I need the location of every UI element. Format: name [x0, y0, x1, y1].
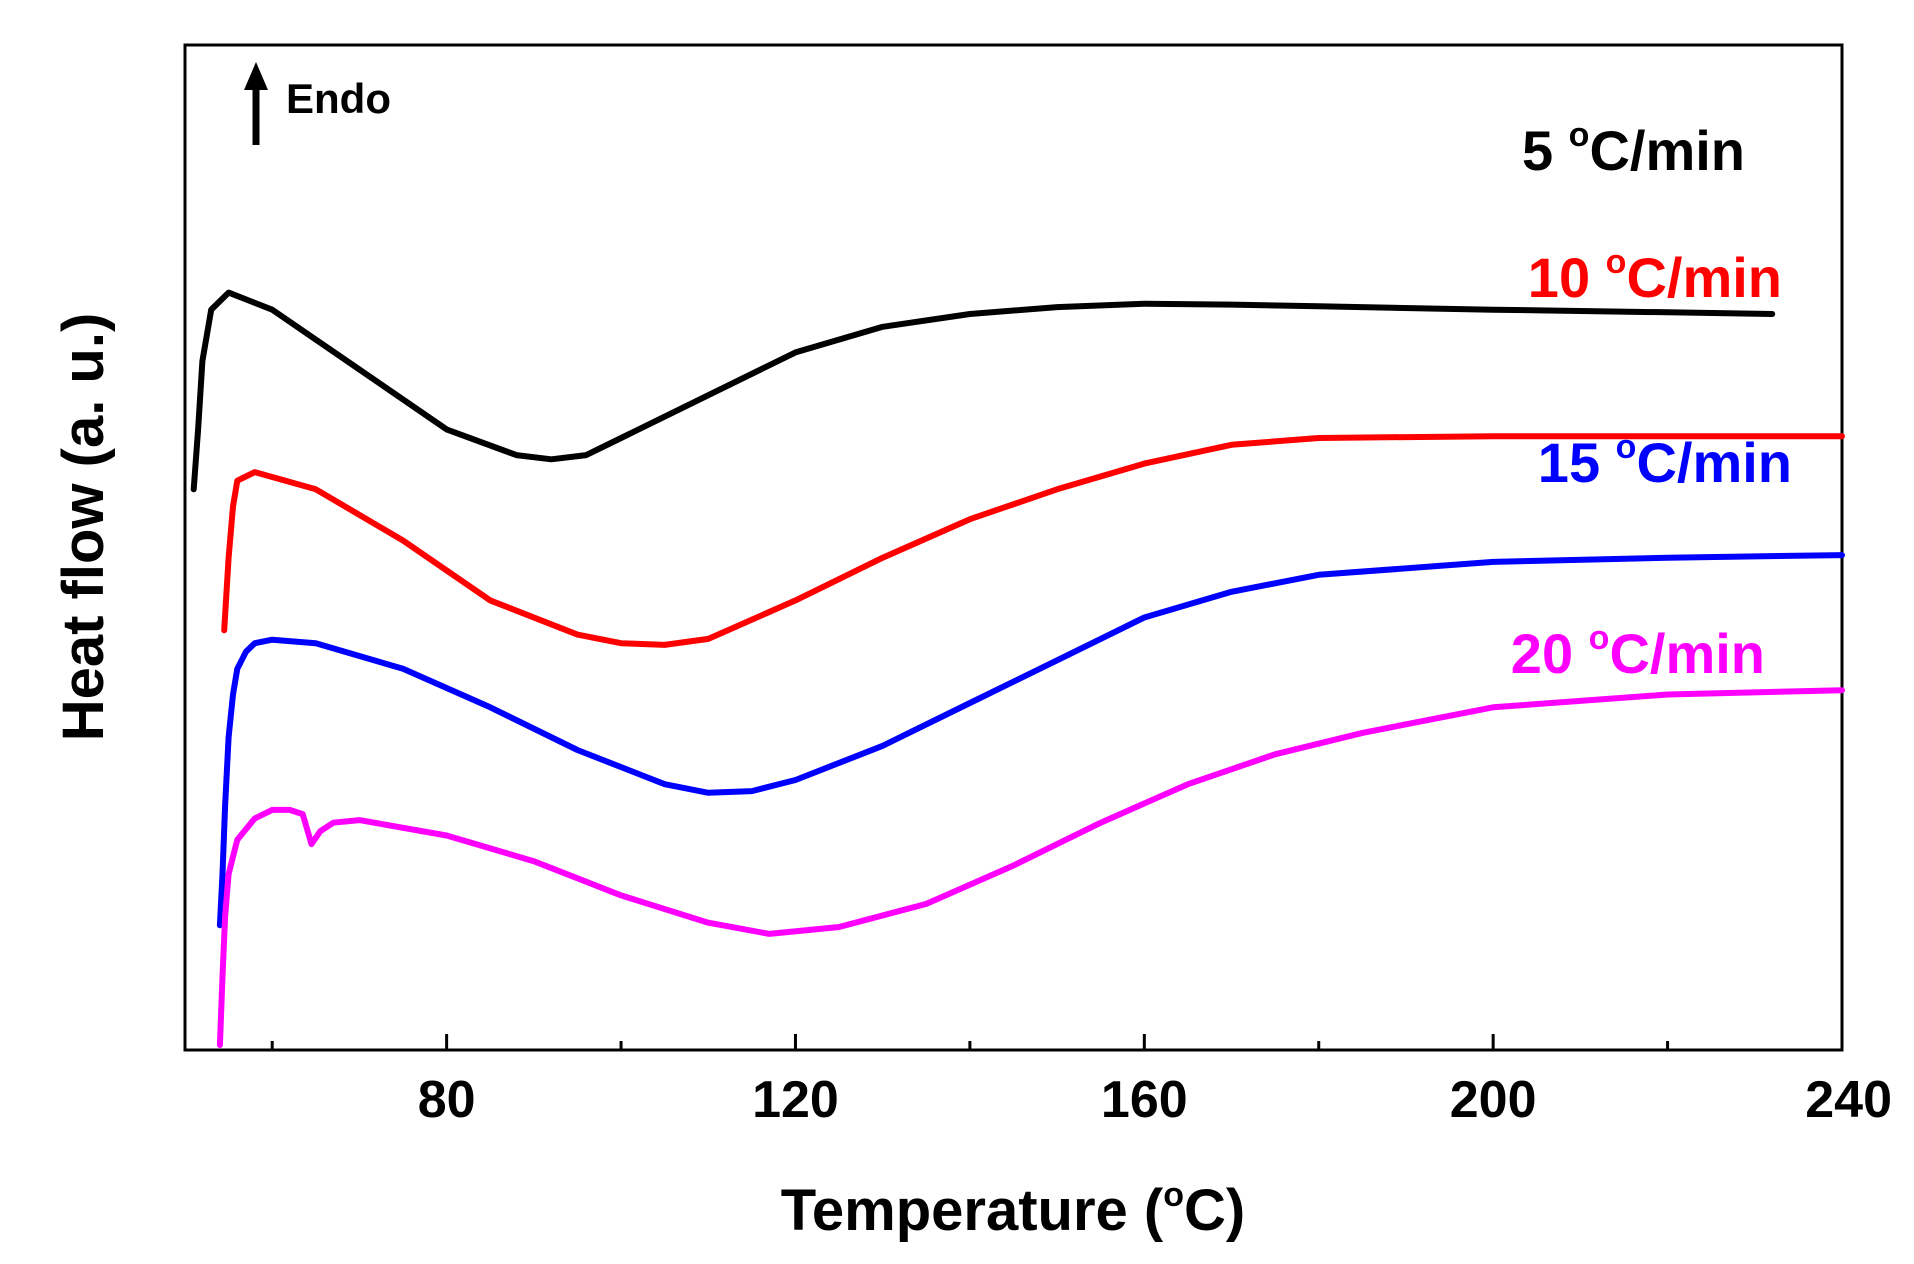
x-tick-label: 120	[752, 1071, 839, 1129]
plot-frame	[183, 43, 1844, 1052]
x-tick-label: 240	[1805, 1071, 1892, 1129]
series-label-rate: 10	[1528, 246, 1606, 309]
series-label-unit: C/min	[1626, 246, 1782, 309]
endo-label: Endo	[286, 75, 391, 122]
x-tick-label: 200	[1450, 1071, 1537, 1129]
x-axis-title-degree: o	[1163, 1176, 1184, 1214]
series-label-degree: o	[1569, 116, 1590, 154]
series-label-unit: C/min	[1636, 431, 1792, 494]
x-tick-label: 160	[1101, 1071, 1188, 1129]
series-label-unit: C/min	[1589, 119, 1745, 182]
series-line-2	[221, 433, 1845, 648]
x-axis-title-main: Temperature (	[781, 1178, 1164, 1243]
endo-annotation: Endo	[244, 62, 391, 145]
series-label-3: 15 oC/min	[1538, 428, 1792, 494]
series-label-1: 5 oC/min	[1522, 116, 1745, 182]
x-tick-label: 80	[418, 1071, 476, 1129]
series-label-degree: o	[1589, 619, 1610, 657]
series-lines	[190, 289, 1845, 1048]
endo-arrow-head-icon	[244, 62, 268, 90]
series-label-rate: 5	[1522, 119, 1569, 182]
series-line-3	[216, 552, 1845, 929]
series-line-4	[216, 687, 1845, 1048]
series-label-rate: 20	[1511, 622, 1589, 685]
series-label-degree: o	[1606, 243, 1627, 281]
series-label-rate: 15	[1538, 431, 1616, 494]
x-axis-ticks	[270, 1034, 1670, 1050]
x-axis-title: Temperature (oC)	[781, 1176, 1245, 1243]
series-label-degree: o	[1616, 428, 1637, 466]
series-label-2: 10 oC/min	[1528, 243, 1782, 309]
series-label-unit: C/min	[1609, 622, 1765, 685]
y-axis-title: Heat flow (a. u.)	[51, 313, 116, 742]
series-label-4: 20 oC/min	[1511, 619, 1765, 685]
x-axis-title-unit: C)	[1184, 1178, 1245, 1243]
series-line-1	[190, 289, 1776, 493]
x-axis-tick-labels: 80 120 160 200 240	[418, 1071, 1892, 1129]
